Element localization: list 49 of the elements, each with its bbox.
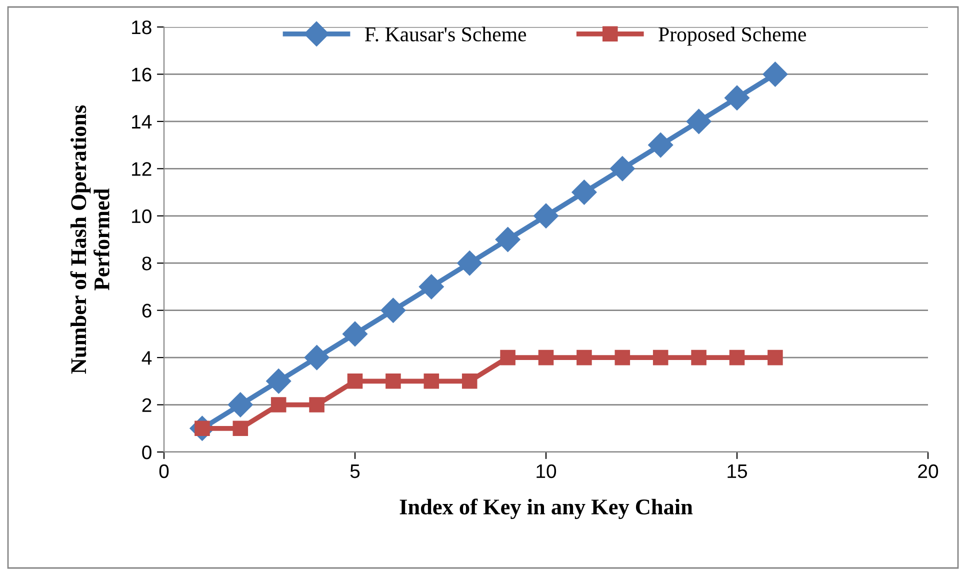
point xyxy=(270,397,286,412)
point xyxy=(424,374,440,389)
point xyxy=(762,62,788,87)
y-tick-label: 8 xyxy=(142,256,152,270)
point xyxy=(228,392,253,418)
point xyxy=(724,85,750,110)
y-tick-label: 14 xyxy=(132,115,152,128)
point xyxy=(386,374,401,389)
x-tick-label: 0 xyxy=(159,464,169,478)
x-tick-label: 10 xyxy=(536,464,556,478)
legend-label: F. Kausar's Scheme xyxy=(365,26,526,42)
point xyxy=(534,203,558,228)
point xyxy=(309,397,324,412)
y-tick-label: 10 xyxy=(132,209,152,224)
y-tick-label: 4 xyxy=(142,351,152,365)
y-axis-title: Number of Hash Operations Performed xyxy=(70,105,110,374)
point xyxy=(457,250,482,276)
x-tick-label: 15 xyxy=(728,464,747,478)
point xyxy=(495,227,520,252)
point xyxy=(418,274,444,300)
point xyxy=(500,350,516,366)
point xyxy=(648,132,674,158)
x-axis-title: Index of Key in any Key Chain xyxy=(400,498,693,520)
point xyxy=(729,350,745,366)
y-tick-label: 0 xyxy=(142,445,152,460)
point xyxy=(232,420,248,436)
y-tick-label: 16 xyxy=(132,68,152,82)
point xyxy=(614,350,630,366)
y-tick-label: 2 xyxy=(142,398,152,412)
point xyxy=(462,374,478,389)
point xyxy=(691,350,706,366)
y-tick-label: 18 xyxy=(132,20,152,34)
point xyxy=(610,156,635,182)
point xyxy=(768,350,783,366)
point xyxy=(686,108,712,134)
point xyxy=(347,374,363,389)
point xyxy=(572,180,597,205)
legend-label: Proposed Scheme xyxy=(658,26,806,46)
x-tick-label: 20 xyxy=(918,464,938,478)
point xyxy=(266,368,292,394)
point xyxy=(538,350,554,366)
point xyxy=(304,345,330,370)
y-tick-label: 12 xyxy=(132,162,152,176)
point xyxy=(380,298,406,323)
point xyxy=(652,350,668,366)
point xyxy=(576,350,592,366)
y-tick-label: 6 xyxy=(142,304,152,318)
point xyxy=(342,321,368,346)
x-tick-label: 5 xyxy=(350,464,360,478)
